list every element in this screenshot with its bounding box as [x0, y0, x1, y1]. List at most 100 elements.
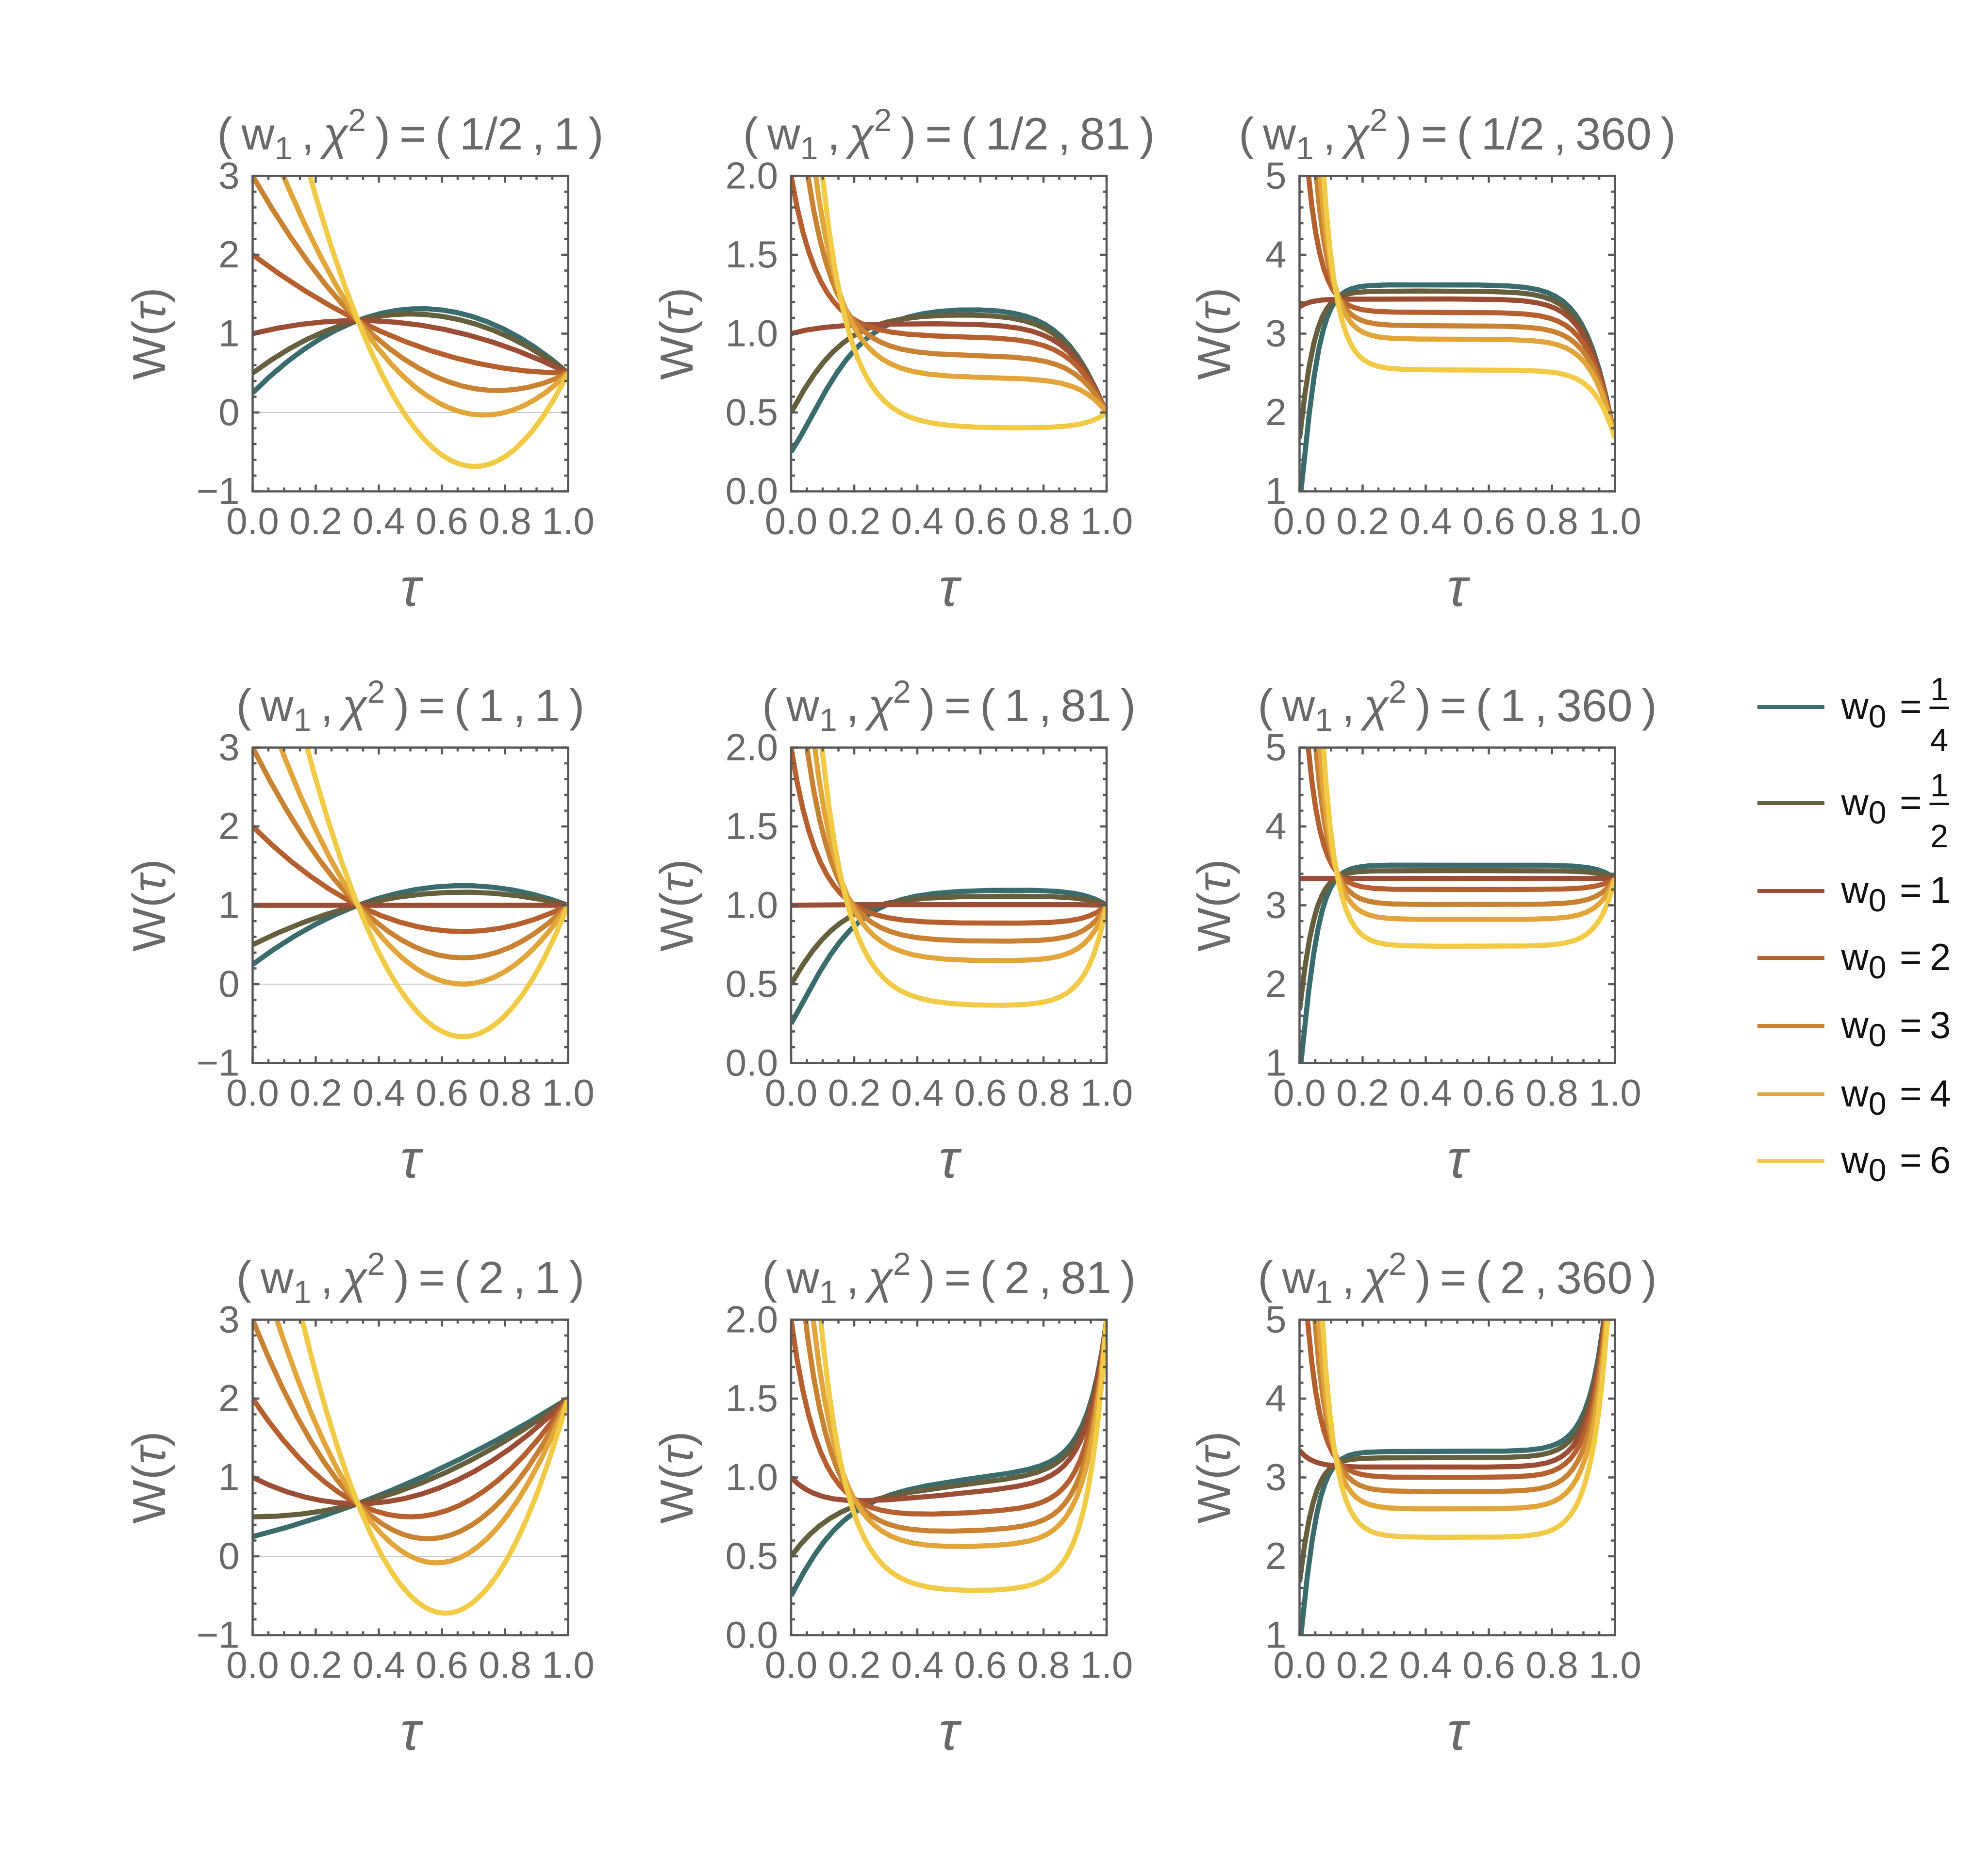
svg-text:0.6: 0.6 [415, 1072, 468, 1114]
svg-text:3: 3 [1265, 1456, 1286, 1499]
svg-text:0.8: 0.8 [479, 1644, 531, 1686]
svg-text:0.6: 0.6 [1462, 1072, 1515, 1114]
svg-text:0.4: 0.4 [1399, 1072, 1452, 1114]
svg-text:1.0: 1.0 [726, 1456, 778, 1499]
svg-text:−1: −1 [197, 1614, 240, 1656]
svg-text:τ: τ [1447, 558, 1471, 618]
svg-text:0.2: 0.2 [1336, 1072, 1389, 1114]
svg-text:2.0: 2.0 [726, 1298, 778, 1341]
svg-text:3: 3 [1265, 884, 1286, 926]
svg-text:w0: w0 [1841, 685, 1887, 734]
svg-text:−1: −1 [197, 470, 240, 512]
svg-text:0.2: 0.2 [289, 1072, 342, 1114]
svg-text:1: 1 [218, 884, 239, 926]
svg-text:0.8: 0.8 [1525, 1072, 1578, 1114]
svg-text:3: 3 [218, 154, 239, 197]
svg-text:0.4: 0.4 [352, 1072, 405, 1114]
svg-text:0.2: 0.2 [828, 1072, 880, 1114]
svg-text:w0: w0 [1841, 1004, 1887, 1053]
svg-text:( w1 , χ2 ) = ( 2 , 81 ): ( w1 , χ2 ) = ( 2 , 81 ) [762, 1246, 1136, 1310]
svg-text:τ: τ [400, 1701, 424, 1762]
svg-text:1: 1 [218, 1456, 239, 1499]
svg-text:0.4: 0.4 [1399, 1644, 1452, 1686]
svg-text:0.5: 0.5 [726, 962, 778, 1005]
svg-text:0.0: 0.0 [226, 1644, 279, 1686]
svg-text:0.4: 0.4 [891, 1072, 944, 1114]
svg-text:1: 1 [1265, 1614, 1286, 1656]
svg-text:0.2: 0.2 [828, 500, 880, 543]
svg-text:0.8: 0.8 [1017, 500, 1070, 543]
svg-text:0.2: 0.2 [1336, 1644, 1389, 1686]
svg-text:1.0: 1.0 [1589, 1644, 1641, 1686]
svg-text:0.6: 0.6 [954, 1644, 1007, 1686]
svg-text:1.5: 1.5 [726, 805, 778, 847]
svg-text:0.6: 0.6 [954, 500, 1007, 543]
svg-text:0.8: 0.8 [1017, 1072, 1070, 1114]
svg-text:=: = [1900, 936, 1922, 978]
svg-text:1.0: 1.0 [542, 1072, 594, 1114]
svg-text:−1: −1 [197, 1041, 240, 1084]
svg-text:0.0: 0.0 [226, 500, 279, 543]
svg-text:0.6: 0.6 [415, 1644, 468, 1686]
svg-text:1.5: 1.5 [726, 233, 778, 276]
svg-text:4: 4 [1930, 1072, 1951, 1115]
svg-text:0.8: 0.8 [479, 1072, 531, 1114]
svg-text:W(τ): W(τ) [651, 859, 703, 951]
svg-text:=: = [1900, 685, 1922, 727]
svg-text:1.0: 1.0 [542, 500, 594, 543]
svg-text:0.4: 0.4 [352, 500, 405, 543]
svg-text:0.4: 0.4 [891, 500, 944, 543]
svg-text:W(τ): W(τ) [1188, 859, 1240, 951]
svg-text:2.0: 2.0 [726, 726, 778, 769]
svg-text:1: 1 [1265, 470, 1286, 512]
svg-text:0.4: 0.4 [352, 1644, 405, 1686]
svg-text:0.8: 0.8 [1525, 1644, 1578, 1686]
svg-text:2: 2 [1265, 962, 1286, 1005]
svg-text:0.0: 0.0 [765, 1072, 817, 1114]
svg-text:4: 4 [1265, 1377, 1286, 1419]
svg-text:4: 4 [1265, 233, 1286, 276]
svg-text:0.6: 0.6 [1462, 500, 1515, 543]
svg-text:2: 2 [1930, 936, 1951, 978]
svg-text:0.8: 0.8 [1525, 500, 1578, 543]
svg-text:0.0: 0.0 [765, 1644, 817, 1686]
svg-text:1.0: 1.0 [1080, 1644, 1133, 1686]
svg-text:0: 0 [218, 391, 239, 433]
svg-text:0.0: 0.0 [1273, 1644, 1325, 1686]
svg-text:1.0: 1.0 [726, 884, 778, 926]
svg-text:1.0: 1.0 [726, 312, 778, 355]
svg-text:τ: τ [400, 1129, 424, 1189]
svg-text:5: 5 [1265, 1298, 1286, 1341]
svg-text:1.0: 1.0 [1589, 1072, 1641, 1114]
svg-text:1: 1 [1930, 671, 1948, 708]
svg-text:0: 0 [218, 1534, 239, 1577]
svg-text:4: 4 [1265, 805, 1286, 847]
svg-text:1: 1 [1930, 869, 1951, 911]
svg-text:5: 5 [1265, 154, 1286, 197]
svg-text:0.5: 0.5 [726, 1534, 778, 1577]
svg-text:( w1 , χ2 ) = ( 1 , 81 ): ( w1 , χ2 ) = ( 1 , 81 ) [762, 674, 1136, 738]
svg-text:=: = [1900, 781, 1922, 824]
svg-text:2: 2 [1265, 1534, 1286, 1577]
svg-text:τ: τ [1447, 1129, 1471, 1189]
svg-text:3: 3 [1930, 1004, 1951, 1046]
svg-text:0.6: 0.6 [415, 500, 468, 543]
svg-text:τ: τ [939, 1129, 962, 1189]
svg-text:5: 5 [1265, 726, 1286, 769]
svg-text:2: 2 [1265, 391, 1286, 433]
svg-text:4: 4 [1930, 722, 1948, 758]
svg-text:0.0: 0.0 [726, 1041, 778, 1084]
svg-text:3: 3 [1265, 312, 1286, 355]
svg-text:3: 3 [218, 726, 239, 769]
svg-text:2: 2 [1930, 818, 1948, 855]
svg-text:W(τ): W(τ) [1188, 1431, 1240, 1523]
svg-text:1.0: 1.0 [1080, 500, 1133, 543]
svg-text:( w1 , χ2 ) = ( 2 , 1 ): ( w1 , χ2 ) = ( 2 , 1 ) [236, 1246, 585, 1310]
svg-text:0.5: 0.5 [726, 391, 778, 433]
svg-text:0.2: 0.2 [1336, 500, 1389, 543]
svg-text:1.5: 1.5 [726, 1377, 778, 1419]
svg-text:1: 1 [218, 312, 239, 355]
svg-text:=: = [1900, 1004, 1922, 1046]
svg-text:W(τ): W(τ) [1188, 287, 1240, 379]
svg-text:0.8: 0.8 [1017, 1644, 1070, 1686]
